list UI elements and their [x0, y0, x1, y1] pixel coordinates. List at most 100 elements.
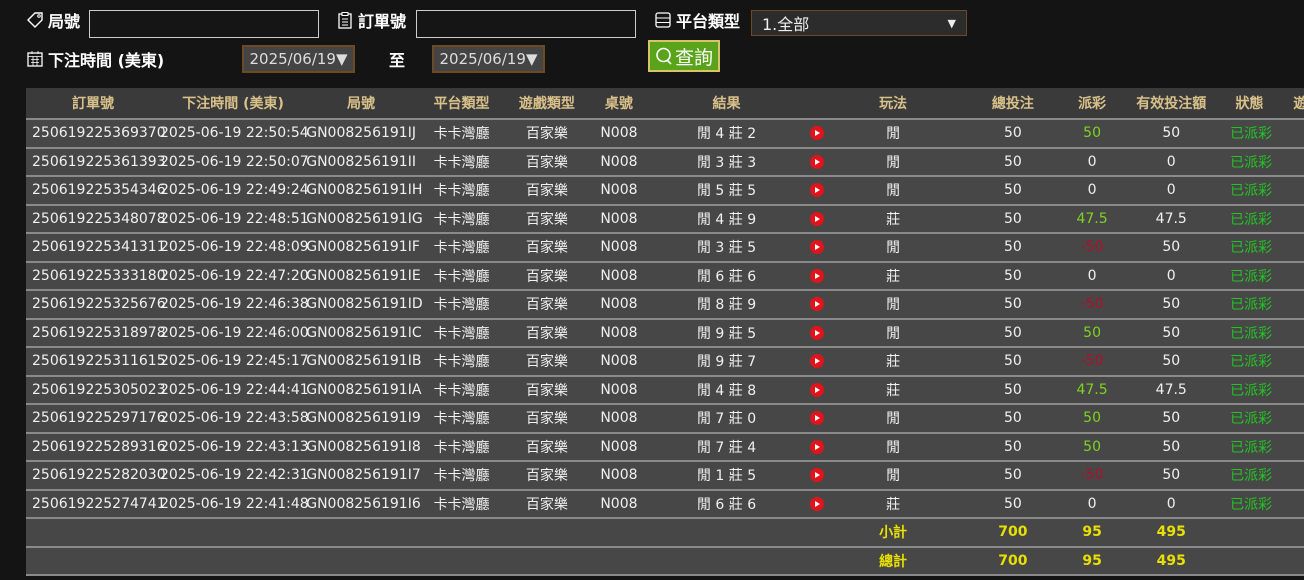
bet-type: 閒: [832, 432, 954, 462]
empty-cell: [1268, 518, 1304, 548]
bet-type: 閒: [832, 233, 954, 263]
platform-type: 卡卡灣廳: [415, 261, 508, 291]
table-number: N008: [586, 489, 652, 519]
play-video-icon[interactable]: [809, 268, 824, 283]
round-label-text: 局號: [48, 12, 81, 31]
play-video-icon[interactable]: [809, 154, 824, 169]
status: 已派彩: [1230, 261, 1272, 291]
round-number: GN008256191I7: [306, 461, 421, 491]
empty-cell: [1268, 546, 1304, 576]
replay-cell: [801, 318, 833, 348]
search-button[interactable]: 查詢: [648, 40, 720, 72]
valid-bet: 0: [1112, 176, 1231, 206]
order-number: 250619225354346: [26, 176, 166, 206]
total-bet: 50: [953, 404, 1072, 434]
column-header: 平台類型: [415, 88, 508, 120]
empty-cell: [1268, 347, 1304, 377]
status: 已派彩: [1230, 347, 1272, 377]
bet-time: 2025-06-19 22:45:17: [160, 347, 309, 377]
empty-cell: [1268, 204, 1304, 234]
table-number: N008: [586, 261, 652, 291]
empty-cell: [801, 518, 833, 548]
empty-cell: [1268, 461, 1304, 491]
replay-cell: [801, 347, 833, 377]
play-video-icon[interactable]: [809, 297, 824, 312]
status: 已派彩: [1230, 375, 1272, 405]
bet-type: 閒: [832, 318, 954, 348]
order-number: 250619225297176: [26, 404, 166, 434]
game-type: 百家樂: [507, 432, 587, 462]
table-number: N008: [586, 432, 652, 462]
order-label-text: 訂單號: [358, 12, 407, 31]
table-row: 250619225305023 2025-06-19 22:44:41 GN0082…: [26, 375, 1304, 405]
play-video-icon[interactable]: [809, 325, 824, 340]
result: 閒 9 莊 5: [651, 318, 802, 348]
play-video-icon[interactable]: [809, 240, 824, 255]
play-video-icon[interactable]: [809, 439, 824, 454]
round-number: GN008256191IB: [306, 347, 421, 377]
bet-type: 閒: [832, 147, 954, 177]
play-video-icon[interactable]: [809, 126, 824, 141]
valid-bet: 0: [1112, 489, 1231, 519]
bet-type: 莊: [832, 204, 954, 234]
play-video-icon[interactable]: [809, 468, 824, 483]
column-header: 桌號: [586, 88, 652, 120]
play-video-icon[interactable]: [809, 496, 824, 511]
result: 閒 1 莊 5: [651, 461, 802, 491]
replay-cell: [801, 119, 833, 149]
date-from-picker[interactable]: 2025/06/19▼: [242, 45, 355, 73]
round-number: GN008256191II: [306, 147, 416, 177]
valid-bet: 50: [1112, 290, 1231, 320]
empty-cell: [160, 546, 307, 576]
order-number: 250619225361393: [26, 147, 166, 177]
table-row: 250619225354346 2025-06-19 22:49:24 GN0082…: [26, 176, 1304, 206]
table-number: N008: [586, 176, 652, 206]
play-video-icon[interactable]: [809, 183, 824, 198]
play-video-icon[interactable]: [809, 382, 824, 397]
round-number: GN008256191I8: [306, 432, 421, 462]
bet-time: 2025-06-19 22:50:07: [160, 147, 309, 177]
bet-time: 2025-06-19 22:50:54: [160, 119, 309, 149]
bet-time: 2025-06-19 22:46:00: [160, 318, 309, 348]
play-video-icon[interactable]: [809, 211, 824, 226]
payout: 47.5: [1071, 375, 1113, 405]
platform-select[interactable]: 1.全部 ▼: [751, 10, 967, 36]
round-number: GN008256191IJ: [306, 119, 416, 149]
platform-type: 卡卡灣廳: [415, 347, 508, 377]
bet-type: 莊: [832, 261, 954, 291]
payout: 50: [1071, 404, 1113, 434]
game-type: 百家樂: [507, 318, 587, 348]
empty-cell: [586, 546, 652, 576]
play-video-icon[interactable]: [809, 411, 824, 426]
table-header: 訂單號 下注時間 (美東) 局號 平台類型 遊戲類型 桌號 結果 玩法 總投注 派彩 有效投注額 狀態…: [26, 88, 1304, 120]
subtotal-label: 小計: [832, 518, 954, 548]
date-to-picker[interactable]: 2025/06/19▼: [432, 45, 545, 73]
total-bet: 50: [953, 489, 1072, 519]
status: 已派彩: [1230, 204, 1272, 234]
order-number: 250619225341311: [26, 233, 166, 263]
valid-bet: 47.5: [1112, 204, 1231, 234]
empty-cell: [1230, 546, 1269, 576]
order-label: 訂單號: [336, 8, 406, 32]
platform-type: 卡卡灣廳: [415, 318, 508, 348]
empty-cell: [1268, 233, 1304, 263]
play-video-icon[interactable]: [809, 354, 824, 369]
table-row: 250619225311615 2025-06-19 22:45:17 GN0082…: [26, 347, 1304, 377]
column-header: 有效投注額: [1112, 88, 1231, 120]
column-header: 玩法: [832, 88, 954, 120]
column-header: 結果: [651, 88, 802, 120]
bet-time: 2025-06-19 22:43:58: [160, 404, 309, 434]
empty-cell: [651, 546, 802, 576]
platform-selected: 1.全部: [762, 15, 810, 34]
table-row: 250619225274741 2025-06-19 22:41:48 GN0082…: [26, 489, 1304, 519]
table-number: N008: [586, 119, 652, 149]
round-input[interactable]: [89, 10, 319, 38]
calendar-icon: [27, 51, 43, 67]
platform-type: 卡卡灣廳: [415, 432, 508, 462]
round-number: GN008256191IG: [306, 204, 423, 234]
result: 閒 4 莊 9: [651, 204, 802, 234]
empty-cell: [26, 518, 161, 548]
table-number: N008: [586, 318, 652, 348]
platform-type: 卡卡灣廳: [415, 119, 508, 149]
order-input[interactable]: [416, 10, 636, 38]
